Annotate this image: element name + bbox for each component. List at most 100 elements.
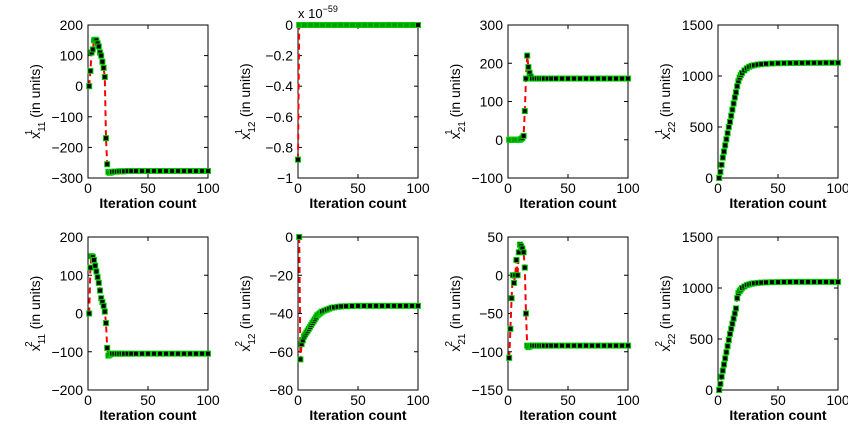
data-point xyxy=(721,361,727,368)
x-tick-label: 0 xyxy=(504,180,512,196)
data-point xyxy=(205,167,211,174)
y-tick-label: 0 xyxy=(495,267,503,283)
data-point xyxy=(98,52,105,59)
data-point xyxy=(391,302,397,309)
y-tick-label: 300 xyxy=(480,17,504,33)
y-tick-label: 0 xyxy=(75,306,83,322)
data-point xyxy=(128,350,135,357)
data-point xyxy=(175,350,181,357)
data-point xyxy=(731,94,738,101)
data-point xyxy=(89,46,96,53)
exponent-label: x 10−59 xyxy=(298,4,338,21)
data-point xyxy=(730,315,737,322)
x-axis-label: Iteration count xyxy=(309,407,407,423)
y-axis-label: x212 (in units) xyxy=(444,275,468,351)
plot-area xyxy=(87,24,209,179)
x-tick-label: 0 xyxy=(504,392,512,408)
data-point xyxy=(507,325,514,332)
data-point xyxy=(601,75,607,82)
data-point xyxy=(157,350,163,357)
data-point xyxy=(728,112,735,119)
data-point xyxy=(193,350,199,357)
data-point xyxy=(724,343,731,350)
y-tick-label: −100 xyxy=(51,109,83,125)
data-point xyxy=(87,264,94,271)
data-point xyxy=(625,342,631,349)
data-point xyxy=(128,167,135,174)
data-point xyxy=(758,61,765,68)
y-axis-label: x121 (in units) xyxy=(234,63,258,139)
data-point xyxy=(817,278,823,285)
data-point xyxy=(139,350,145,357)
data-point xyxy=(722,355,729,362)
y-tick-label: −0.8 xyxy=(265,139,293,155)
data-point xyxy=(718,373,725,380)
data-point xyxy=(823,59,829,66)
y-tick-label: −60 xyxy=(269,344,293,360)
data-point xyxy=(520,132,527,139)
x-tick-label: 50 xyxy=(140,392,156,408)
data-point xyxy=(595,342,601,349)
data-point xyxy=(729,320,736,327)
data-point xyxy=(355,302,361,309)
data-point xyxy=(103,135,109,142)
plot-area xyxy=(717,24,839,179)
data-point xyxy=(523,310,529,317)
data-point xyxy=(297,356,304,363)
x-axis-label: Iteration count xyxy=(99,407,197,423)
x-axis-label: Iteration count xyxy=(309,195,407,211)
data-point xyxy=(553,75,559,82)
data-point xyxy=(775,279,781,286)
data-point xyxy=(721,148,727,155)
data-point xyxy=(508,295,515,302)
y-tick-label: 100 xyxy=(60,267,84,283)
data-point xyxy=(559,342,565,349)
y-tick-label: −0.6 xyxy=(265,109,293,125)
y-tick-label: 50 xyxy=(487,229,503,245)
data-point xyxy=(296,234,303,240)
data-point xyxy=(145,167,151,174)
data-point xyxy=(728,325,735,332)
data-point xyxy=(758,279,765,286)
data-point xyxy=(805,59,811,66)
y-tick-label: 0 xyxy=(75,78,83,94)
data-point xyxy=(151,167,157,174)
data-point xyxy=(514,272,521,279)
data-point xyxy=(607,342,613,349)
data-point xyxy=(101,74,108,81)
data-point xyxy=(717,168,724,175)
plot-area xyxy=(297,24,419,179)
x-tick-label: 0 xyxy=(294,180,302,196)
data-point xyxy=(619,75,625,82)
x-axis-label: Iteration count xyxy=(729,195,827,211)
y-tick-label: −40 xyxy=(269,306,293,322)
data-point xyxy=(577,75,583,82)
data-point xyxy=(338,303,345,310)
x-tick-label: 100 xyxy=(196,180,220,196)
data-point xyxy=(349,303,355,310)
data-point xyxy=(589,342,595,349)
x-axis-label: Iteration count xyxy=(519,407,617,423)
x-tick-label: 50 xyxy=(560,180,576,196)
data-point xyxy=(811,59,817,66)
data-point xyxy=(163,350,169,357)
data-point xyxy=(95,279,102,286)
y-tick-label: −150 xyxy=(471,382,503,398)
y-tick-label: −100 xyxy=(471,170,503,186)
data-point xyxy=(169,167,175,174)
data-point xyxy=(91,256,97,263)
data-point xyxy=(613,75,619,82)
data-point xyxy=(157,167,163,174)
y-tick-label: 200 xyxy=(60,229,84,245)
data-point xyxy=(103,320,109,327)
data-point xyxy=(724,130,731,137)
data-point xyxy=(521,264,528,271)
data-point xyxy=(763,60,769,67)
data-point xyxy=(367,302,373,309)
